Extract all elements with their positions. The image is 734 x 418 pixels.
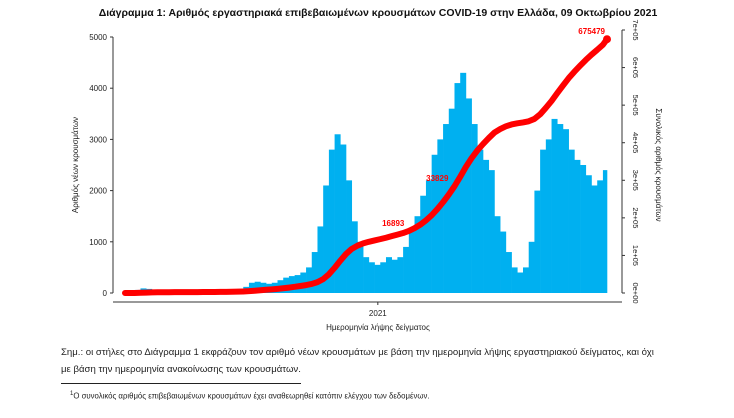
- bar: [540, 149, 547, 293]
- bar: [425, 180, 432, 293]
- bar: [363, 257, 370, 293]
- covid-chart: Διάγραμμα 1: Αριθμός εργαστηριακά επιβεβ…: [71, 7, 663, 332]
- bar: [323, 185, 330, 293]
- y-right-tick-label: 7e+05: [631, 19, 640, 40]
- bar: [254, 281, 261, 293]
- bar: [591, 185, 598, 293]
- note-line-2: με βάση την ημερομηνία ανακοίνωσης των κ…: [61, 364, 301, 375]
- bar: [317, 226, 324, 293]
- bar: [557, 124, 564, 293]
- bar: [306, 267, 313, 293]
- footnote-divider: [61, 383, 301, 384]
- bar: [443, 124, 450, 293]
- footnote-mark: 1: [70, 391, 74, 397]
- y-right-tick-label: 6e+05: [631, 57, 640, 78]
- bar: [431, 154, 438, 293]
- bar: [248, 282, 255, 293]
- y-left-tick-label: 4000: [89, 84, 107, 93]
- bar: [534, 190, 541, 293]
- y-right-tick-label: 4e+05: [631, 132, 640, 153]
- cumulative-line: [122, 36, 610, 296]
- note-line-1: Σημ.: οι στήλες στο Διάγραμμα 1 εκφράζου…: [61, 347, 654, 358]
- cumulative-point-label: 675479: [578, 27, 605, 36]
- bar: [522, 267, 530, 293]
- y-right-tick-label: 5e+05: [631, 95, 640, 116]
- cumulative-point-label: 16893: [382, 219, 405, 228]
- bar: [391, 259, 398, 293]
- bar: [528, 241, 535, 293]
- bar: [465, 98, 472, 293]
- bar: [511, 267, 518, 293]
- bar: [500, 231, 507, 293]
- bar: [477, 149, 484, 293]
- bar: [483, 159, 490, 293]
- bar: [505, 252, 512, 293]
- bar: [460, 72, 467, 293]
- x-axis-label: Ημερομηνία λήψης δείγματος: [326, 323, 430, 332]
- cumulative-point: [603, 35, 611, 44]
- cumulative-point-label: 33829: [426, 174, 449, 183]
- bar: [368, 262, 375, 293]
- bar: [397, 257, 404, 293]
- bar: [568, 149, 575, 293]
- bars-group: [125, 72, 608, 294]
- x-tick-label: 2021: [369, 309, 387, 318]
- y-left-tick-label: 1000: [89, 238, 107, 247]
- bar: [380, 262, 387, 293]
- bar: [585, 175, 592, 293]
- bar: [545, 139, 552, 293]
- y-left-tick-label: 0: [103, 289, 108, 298]
- cumulative-line-group: 16893 33829 675479: [122, 27, 611, 296]
- bar: [597, 180, 604, 293]
- bar: [340, 144, 347, 293]
- bar: [346, 180, 353, 293]
- y-left-axis-label: Αριθμός νέων κρουσμάτων: [71, 117, 80, 213]
- bar: [580, 165, 587, 293]
- bar: [488, 170, 495, 293]
- chart-title: Διάγραμμα 1: Αριθμός εργαστηριακά επιβεβ…: [99, 7, 658, 19]
- bar: [448, 108, 455, 294]
- bar: [403, 246, 410, 293]
- bar: [551, 118, 558, 293]
- y-right-tick-label: 1e+05: [631, 245, 640, 266]
- y-left-tick-label: 3000: [89, 135, 107, 144]
- axes-group: 0 1000 2000 3000 4000 5000 0e+00 1e+05 2e+05 3e+0…: [89, 19, 640, 318]
- y-right-tick-label: 0e+00: [631, 282, 640, 303]
- bar: [471, 124, 478, 293]
- bar: [420, 195, 427, 293]
- bar: [437, 139, 444, 293]
- bar: [334, 134, 341, 293]
- bar: [562, 129, 569, 293]
- bar: [414, 216, 421, 293]
- bar: [311, 252, 318, 293]
- bar: [574, 159, 581, 293]
- footnote-text: Ο συνολικός αριθμός επιβεβαιωμένων κρουσ…: [73, 391, 430, 401]
- y-left-tick-label: 5000: [89, 33, 107, 42]
- y-right-tick-label: 3e+05: [631, 170, 640, 191]
- bar: [385, 257, 392, 293]
- bar: [517, 272, 524, 293]
- bar: [351, 221, 358, 293]
- bar: [374, 264, 381, 293]
- bar: [494, 216, 501, 293]
- bar: [408, 231, 415, 293]
- bar: [357, 241, 364, 293]
- bar: [328, 149, 335, 293]
- footnote: 1Ο συνολικός αριθμός επιβεβαιωμένων κρου…: [70, 391, 430, 401]
- bar: [602, 170, 608, 293]
- y-right-tick-label: 2e+05: [631, 207, 640, 228]
- y-right-axis-label: Συνολικός αριθμός κρουσμάτων: [654, 108, 663, 221]
- y-left-tick-label: 2000: [89, 187, 107, 196]
- bar: [454, 83, 461, 293]
